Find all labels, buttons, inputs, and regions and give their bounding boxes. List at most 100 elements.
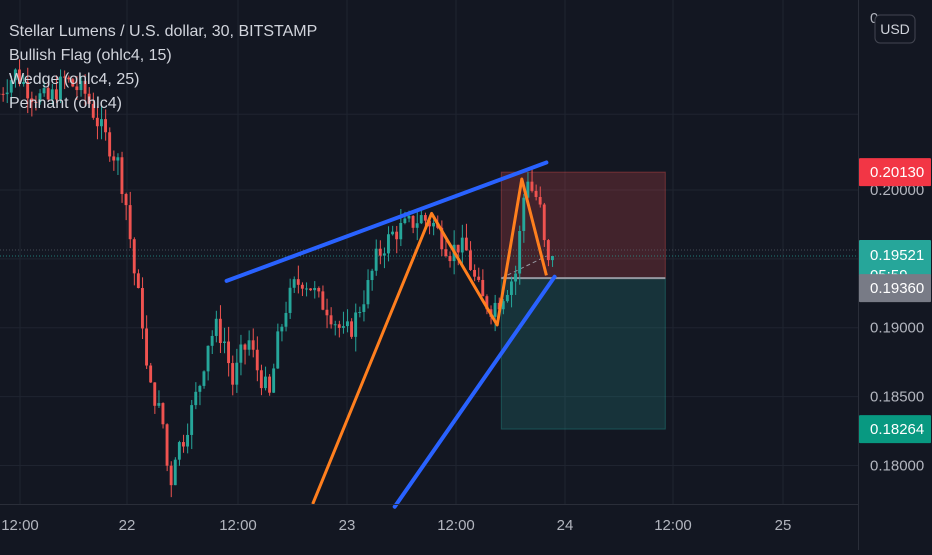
candle: [280, 324, 283, 341]
candle-body: [207, 346, 210, 372]
candle-body: [104, 119, 107, 132]
candle: [350, 318, 353, 339]
candle: [145, 315, 148, 369]
candle-body: [116, 157, 119, 160]
candle-body: [412, 216, 415, 228]
candle: [317, 286, 320, 297]
candle-body: [539, 197, 542, 205]
candle: [367, 269, 370, 308]
candle: [272, 364, 275, 393]
candle: [231, 356, 234, 396]
candle-body: [309, 288, 312, 290]
candle: [469, 241, 472, 271]
candle: [449, 251, 452, 267]
candle: [260, 365, 263, 395]
last-price-label-value: 0.19521: [870, 247, 924, 264]
candle-body: [186, 435, 189, 447]
candle-body: [342, 326, 345, 328]
candle-body: [264, 377, 267, 389]
candle: [342, 312, 345, 334]
candle-body: [522, 198, 525, 231]
candle-body: [543, 205, 546, 241]
candle-body: [285, 313, 288, 327]
candle: [186, 424, 189, 454]
y-tick-label: 0.18500: [870, 389, 924, 406]
y-tick-label: 0.18000: [870, 457, 924, 474]
candle: [330, 307, 333, 328]
candle-body: [321, 291, 324, 309]
candle: [465, 224, 468, 251]
candle: [137, 269, 140, 288]
indicator-bullish-flag[interactable]: Bullish Flag (ohlc4, 15): [9, 44, 317, 68]
currency-button-label[interactable]: USD: [880, 21, 910, 37]
candle-body: [280, 327, 283, 332]
candle-body: [317, 288, 320, 291]
candle-body: [334, 324, 337, 325]
x-tick-label: 25: [775, 517, 792, 534]
candle-body: [375, 249, 378, 271]
candle: [379, 240, 382, 264]
candle-body: [301, 285, 304, 289]
candle: [133, 237, 136, 285]
candle: [375, 239, 378, 275]
candle-body: [457, 245, 460, 253]
candle: [153, 382, 156, 414]
candle: [211, 330, 214, 354]
candle-body: [362, 304, 365, 312]
candle: [297, 266, 300, 294]
candle-body: [449, 256, 452, 261]
candle-body: [358, 312, 361, 313]
candle: [395, 226, 398, 253]
candle: [432, 220, 435, 236]
candle: [440, 220, 443, 256]
candle-body: [354, 312, 357, 336]
candle-body: [403, 219, 406, 223]
candle: [346, 309, 349, 332]
candle: [444, 240, 447, 258]
candle: [174, 457, 177, 485]
candle-body: [379, 249, 382, 256]
candle-body: [157, 403, 160, 406]
candle: [112, 150, 115, 170]
entry-price-label: 0.19360: [859, 274, 931, 302]
y-tick-label: 0.19000: [870, 320, 924, 337]
candle-body: [313, 288, 316, 290]
candle-body: [465, 238, 468, 251]
candle: [215, 311, 218, 343]
candle: [121, 152, 124, 203]
candle: [285, 302, 288, 332]
candle: [412, 215, 415, 233]
candle-body: [198, 386, 201, 392]
candle-body: [244, 344, 247, 349]
candle-body: [551, 256, 554, 260]
x-tick-label: 24: [557, 517, 574, 534]
candle-body: [215, 319, 218, 336]
candle: [289, 279, 292, 319]
candle: [182, 435, 185, 453]
candle: [149, 363, 152, 383]
candle-body: [305, 288, 308, 289]
candle-body: [367, 280, 370, 304]
stop-loss-zone: [501, 172, 665, 278]
candle-body: [461, 238, 464, 253]
candle-body: [338, 324, 341, 328]
candle-body: [182, 442, 185, 446]
candle: [116, 153, 119, 175]
candle-body: [473, 270, 476, 277]
candle: [178, 441, 181, 466]
candle: [321, 285, 324, 310]
candle-body: [2, 94, 5, 95]
indicator-pennant[interactable]: Pennant (ohlc4): [9, 92, 317, 116]
candle: [162, 402, 165, 428]
candle: [481, 269, 484, 296]
candle: [157, 390, 160, 408]
candle-body: [514, 274, 517, 282]
candle-body: [395, 232, 398, 240]
candle-body: [174, 460, 177, 485]
candle: [248, 330, 251, 355]
candle: [354, 304, 357, 352]
candle-body: [399, 223, 402, 239]
chart-legend: Stellar Lumens / U.S. dollar, 30, BITSTA…: [9, 20, 317, 116]
candle: [2, 87, 5, 102]
indicator-wedge[interactable]: Wedge (ohlc4, 25): [9, 68, 317, 92]
